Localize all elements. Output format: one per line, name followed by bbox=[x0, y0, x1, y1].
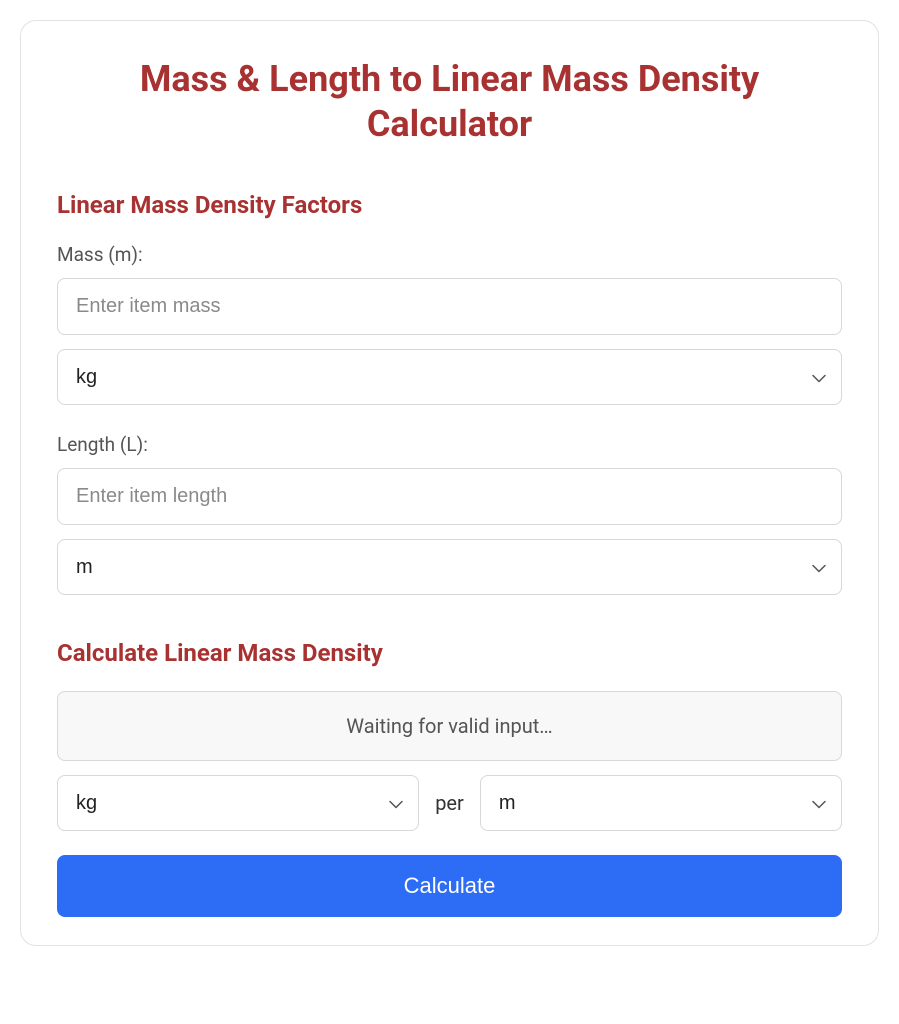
length-unit-select-wrapper: m bbox=[57, 539, 842, 595]
result-mass-unit-wrapper: kg bbox=[57, 775, 419, 831]
length-unit-select[interactable]: m bbox=[57, 539, 842, 595]
factors-heading: Linear Mass Density Factors bbox=[57, 191, 842, 219]
mass-label: Mass (m): bbox=[57, 243, 842, 266]
calculate-button[interactable]: Calculate bbox=[57, 855, 842, 917]
mass-input[interactable] bbox=[57, 278, 842, 335]
length-label: Length (L): bbox=[57, 433, 842, 456]
per-label: per bbox=[435, 791, 464, 815]
calculator-card: Mass & Length to Linear Mass Density Cal… bbox=[20, 20, 879, 946]
result-heading: Calculate Linear Mass Density bbox=[57, 639, 842, 667]
result-status: Waiting for valid input… bbox=[57, 691, 842, 761]
length-field-group: Length (L): m bbox=[57, 433, 842, 595]
result-mass-unit-select[interactable]: kg bbox=[57, 775, 419, 831]
length-input[interactable] bbox=[57, 468, 842, 525]
mass-field-group: Mass (m): kg bbox=[57, 243, 842, 405]
mass-unit-select[interactable]: kg bbox=[57, 349, 842, 405]
page-title: Mass & Length to Linear Mass Density Cal… bbox=[57, 57, 842, 147]
mass-unit-select-wrapper: kg bbox=[57, 349, 842, 405]
result-units-row: kg per m bbox=[57, 775, 842, 831]
result-section: Calculate Linear Mass Density Waiting fo… bbox=[57, 639, 842, 917]
result-length-unit-wrapper: m bbox=[480, 775, 842, 831]
result-length-unit-select[interactable]: m bbox=[480, 775, 842, 831]
